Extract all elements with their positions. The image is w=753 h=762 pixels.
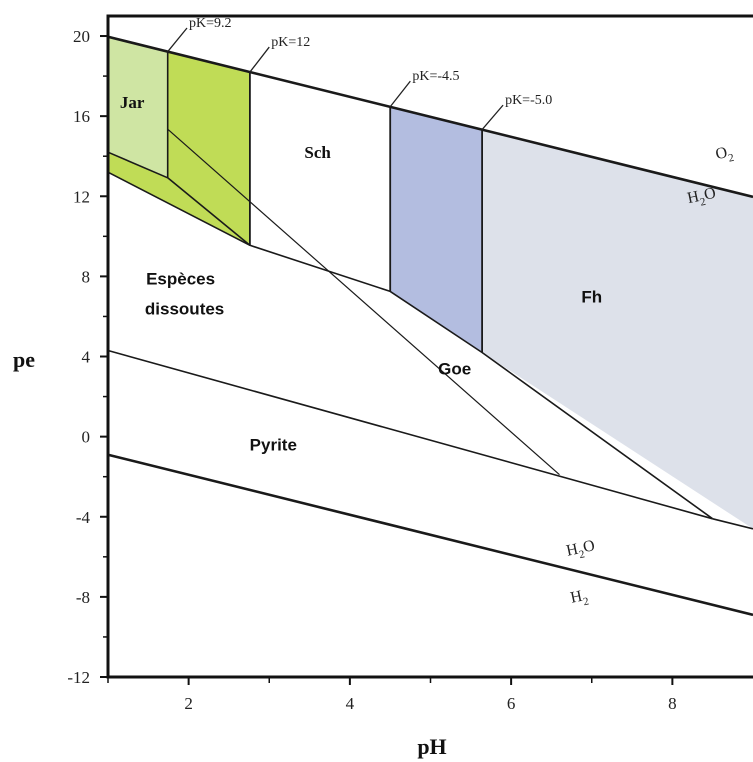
pyrite-upper-boundary: [107, 349, 713, 520]
jar-label: Jar: [120, 93, 145, 112]
y-tick-label: 12: [73, 187, 90, 206]
goe-label: Goe: [438, 360, 471, 379]
y-tick-label: 0: [82, 428, 91, 447]
fh-lower-boundary: [712, 518, 753, 530]
x-tick-label: 2: [184, 694, 193, 713]
axis-ticks: 2 4 6 8 20 16 12 8 4 0 -4 -8 -12: [67, 27, 676, 713]
pk-9-2-label-leader: [167, 27, 188, 53]
especes-label-1: Espèces: [146, 269, 215, 288]
y-axis-title: pe: [13, 347, 35, 372]
pk-9-2-label: pK=9.2: [189, 16, 232, 31]
jar-band: [108, 152, 250, 246]
pyrite-label: Pyrite: [250, 436, 297, 455]
o2-h2o-boundary: [107, 35, 753, 199]
fh-label: Fh: [581, 287, 602, 306]
o2-label: O2: [714, 143, 735, 167]
x-tick-label: 6: [507, 694, 516, 713]
regions: [108, 36, 753, 529]
y-tick-label: 4: [82, 348, 91, 367]
pk12-inner-line: [167, 128, 560, 476]
jar-light: [108, 36, 168, 178]
pk-5-0-label-leader: [481, 104, 504, 130]
pk45-band: [390, 106, 483, 353]
x-axis-title: pH: [417, 734, 446, 759]
fh-region: [482, 129, 753, 529]
x-tick-label: 4: [346, 694, 355, 713]
h2o-h2-boundary: [107, 453, 753, 617]
pk-12-label-leader: [249, 46, 270, 73]
pk-4-5-label-leader: [389, 80, 411, 108]
pk-12-label: pK=12: [271, 35, 310, 50]
sch-label: Sch: [304, 143, 331, 162]
x-tick-label: 8: [668, 694, 677, 713]
y-tick-label: -4: [76, 508, 91, 527]
y-tick-label: 16: [73, 107, 90, 126]
pk12-band: [167, 51, 250, 246]
y-tick-label: -8: [76, 588, 90, 607]
chart-labels: Jar Sch Espèces dissoutes Fh Goe Pyrite pK=9.2 p…: [120, 16, 735, 611]
pk-5-0-label: pK=-5.0: [505, 93, 552, 108]
h2o-upper-label: H2O: [686, 185, 718, 211]
y-tick-label: -12: [67, 668, 90, 687]
h2o-lower-label: H2O: [565, 537, 597, 563]
boundary-lines: [107, 35, 753, 617]
pk-4-5-label: pK=-4.5: [412, 69, 459, 84]
h2-label: H2: [569, 587, 590, 611]
especes-label-2: dissoutes: [145, 299, 224, 318]
y-tick-label: 8: [82, 267, 91, 286]
y-tick-label: 20: [73, 27, 90, 46]
